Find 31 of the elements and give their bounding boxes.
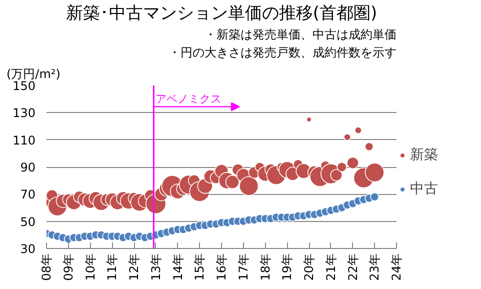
x-tick-label: 23年 [368, 253, 382, 281]
text: ・新築は発売単価、中古は成約単価 [204, 28, 396, 42]
chart-title: 新築･中古マンション単価の推移(首都圏) [66, 4, 378, 24]
x-tick-label: 24年 [390, 253, 404, 281]
x-tick-label: 17年 [236, 253, 250, 281]
legend-label: 新築 [410, 146, 438, 164]
x-tick-label: 15年 [192, 253, 207, 281]
x-tick-label: 14年 [170, 253, 185, 281]
text: ・円の大きさは発売戸数、成約件数を示す [168, 46, 396, 60]
x-tick-label: 16年 [214, 253, 228, 281]
y-tick-label: 130 [12, 106, 36, 120]
x-tick-label: 19年 [280, 253, 294, 281]
y-tick-label: 90 [20, 160, 36, 174]
legend-label: 中古 [410, 180, 438, 198]
y-tick-label: 30 [20, 242, 36, 256]
y-tick-label: 50 [20, 214, 36, 229]
x-tick-label: 18年 [258, 253, 272, 281]
y-tick-label: 150 [12, 79, 36, 93]
x-tick-label: 10年 [83, 253, 98, 281]
x-tick-label: 21年 [324, 253, 338, 281]
y-tick-label: 70 [20, 188, 36, 202]
x-tick-label: 09年 [61, 253, 76, 281]
ref-line-label: アベノミクス [156, 92, 222, 106]
x-tick-label: 20年 [302, 253, 316, 281]
x-tick-label: 13年 [148, 253, 163, 281]
y-tick-label: 110 [12, 133, 36, 148]
x-tick-label: 08年 [40, 253, 54, 281]
x-tick-label: 12年 [127, 253, 141, 281]
x-tick-label: 11年 [105, 253, 120, 281]
x-tick-label: 22年 [346, 253, 360, 281]
y-axis-title: (万円/m²) [6, 67, 60, 81]
